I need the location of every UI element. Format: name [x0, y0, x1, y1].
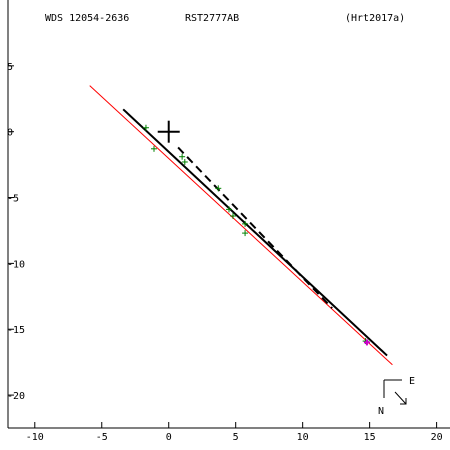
line-of-nodes: [89, 85, 393, 366]
compass-east-label: E: [409, 376, 415, 387]
y-tick-label: -10: [7, 259, 25, 270]
x-tick-label: -5: [96, 432, 108, 443]
x-tick-label: 10: [297, 432, 309, 443]
header-reference: (Hrt2017a): [345, 13, 405, 24]
motion-arrow-head: [400, 398, 407, 405]
x-tick-label: 5: [233, 432, 239, 443]
x-tick-label: 0: [166, 432, 172, 443]
observation-point: [226, 206, 232, 213]
observation-point: [181, 158, 188, 165]
header-wds-id: WDS 12054-2636: [45, 13, 129, 24]
plot-series: [89, 85, 393, 366]
primary-star: [157, 120, 180, 143]
x-tick-label: 15: [364, 432, 376, 443]
orbit-ellipse: [122, 108, 388, 357]
observation-point: [215, 185, 222, 192]
compass: E N: [378, 376, 415, 417]
latest-observation: [363, 339, 370, 346]
y-tick-label: 5: [7, 62, 13, 73]
axes: [7, 0, 450, 429]
x-tick-label: -10: [26, 432, 44, 443]
x-axis-ticks: -10 -5 0 5 10 15 20: [26, 422, 443, 443]
observation-point: [150, 145, 157, 152]
observation-point: [242, 230, 249, 237]
observation-point: [142, 124, 149, 131]
y-tick-label: -20: [7, 391, 25, 402]
motion-arrow: [394, 391, 407, 405]
y-axis-ticks: 5 0 -5 -10 -15 -20: [7, 62, 25, 402]
x-tick-label: 20: [431, 432, 443, 443]
y-tick-label: 0: [7, 128, 13, 139]
header-discoverer: RST2777AB: [185, 13, 239, 24]
observation-point: [179, 153, 186, 160]
observation-point: [242, 220, 249, 227]
y-tick-label: -5: [7, 194, 19, 205]
observation-point: [230, 212, 237, 219]
y-tick-label: -15: [7, 325, 25, 336]
compass-north-label: N: [378, 406, 384, 417]
